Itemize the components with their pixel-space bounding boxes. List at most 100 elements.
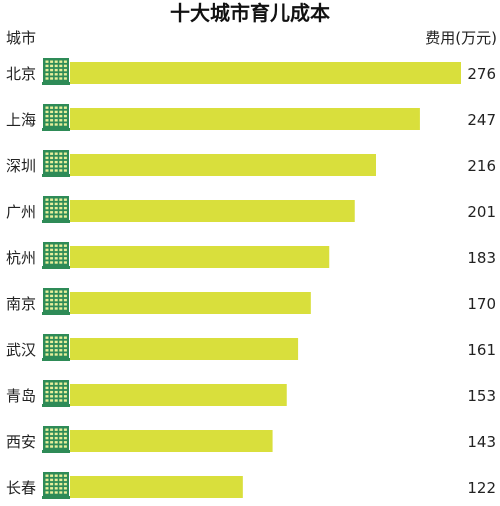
category-label: 西安 [6,433,36,451]
building-window [45,478,49,482]
building-window [54,248,58,252]
building-window [45,110,49,114]
building-window [59,294,63,298]
bar [70,62,461,84]
building-icon [42,150,70,177]
building-window [50,77,54,80]
building-window [45,491,49,494]
building-window [50,290,54,293]
building-window [50,114,54,118]
building-window [50,399,54,402]
building-icon [42,426,70,453]
building-window [63,344,67,348]
building-window [54,261,58,264]
building-window [50,64,54,68]
building-window [59,60,63,63]
building-window [50,487,54,490]
building-window [63,206,67,210]
building-window [63,215,67,218]
building-window [54,436,58,440]
building-window [45,198,49,201]
building-window [45,474,49,477]
building-window [59,478,63,482]
building-window [59,169,63,172]
building-window [50,428,54,431]
building-window [63,114,67,118]
building-window [50,160,54,164]
building-window [50,353,54,356]
building-window [54,152,58,155]
building-window [50,106,54,109]
building-base [42,312,70,315]
building-window [45,73,49,76]
building-window [45,349,49,352]
building-window [63,110,67,114]
building-window [54,303,58,306]
building-window [45,298,49,302]
building-window [54,202,58,206]
category-label: 广州 [6,203,36,221]
building-window [54,165,58,168]
building-window [59,156,63,160]
building-window [54,487,58,490]
building-window [45,77,49,80]
building-icon [42,380,70,407]
building-window [63,482,67,486]
building-window [50,307,54,310]
building-window [59,211,63,214]
building-window [63,340,67,344]
building-window [45,390,49,394]
building-window [54,206,58,210]
building-window [50,298,54,302]
building-window [54,119,58,122]
building-window [54,482,58,486]
building-window [59,252,63,256]
building-window [54,106,58,109]
building-window [45,386,49,390]
building-window [50,211,54,214]
building-window [50,478,54,482]
building-window [50,491,54,494]
bar [70,338,299,360]
bar [70,292,311,314]
data-label: 201 [467,203,496,221]
building-window [63,244,67,247]
building-window [50,382,54,385]
building-window [63,73,67,76]
data-label: 216 [467,157,496,175]
building-window [50,165,54,168]
building-window [45,307,49,310]
building-window [59,344,63,348]
category-label: 武汉 [6,341,36,359]
building-icon [42,196,70,223]
building-window [63,395,67,398]
building-window [50,68,54,72]
data-label: 247 [467,111,496,129]
building-window [45,487,49,490]
building-window [59,428,63,431]
building-window [50,206,54,210]
building-window [54,344,58,348]
building-window [63,432,67,436]
building-window [54,445,58,448]
building-window [59,160,63,164]
building-window [50,386,54,390]
building-window [63,294,67,298]
building-window [54,160,58,164]
building-base [42,174,70,177]
building-window [50,202,54,206]
building-window [59,110,63,114]
building-window [63,382,67,385]
building-window [63,298,67,302]
building-window [50,336,54,339]
building-window [63,436,67,440]
category-axis-header: 城市 [6,29,36,47]
building-window [50,123,54,126]
building-window [54,68,58,72]
building-window [63,336,67,339]
category-label: 深圳 [6,157,36,175]
category-label: 长春 [6,479,36,497]
building-window [54,349,58,352]
building-window [59,487,63,490]
